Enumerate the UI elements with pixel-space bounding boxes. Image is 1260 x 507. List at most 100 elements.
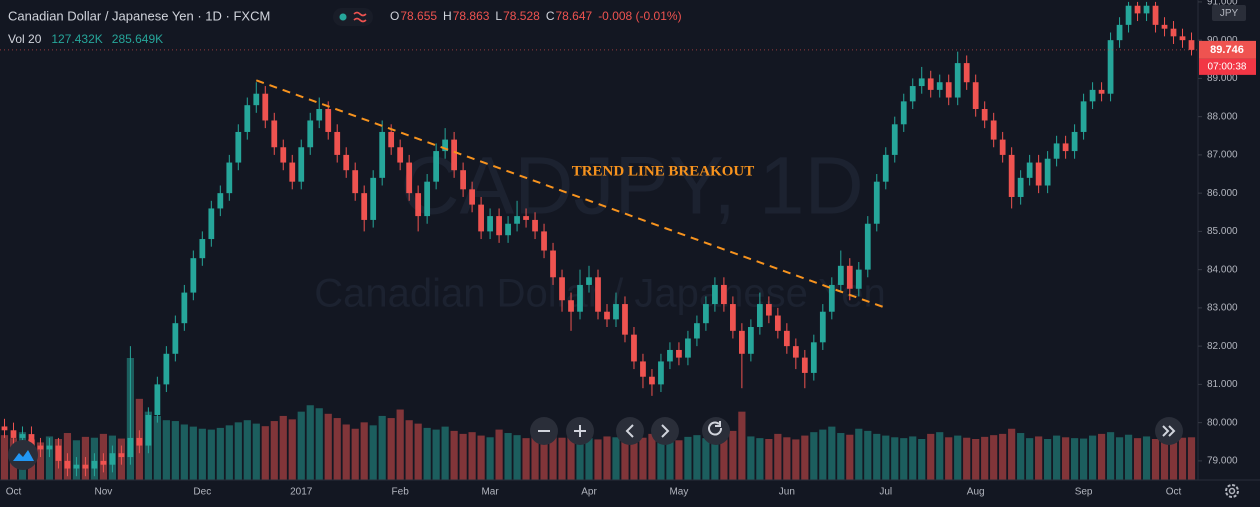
- candle-body: [181, 292, 188, 324]
- candle-body: [909, 86, 916, 102]
- volume-bar: [1151, 438, 1160, 480]
- volume-bar: [1017, 433, 1025, 480]
- candle-body: [469, 189, 475, 205]
- volume-bar: [891, 437, 899, 480]
- status-badge[interactable]: [333, 8, 373, 26]
- candle-body: [963, 63, 970, 83]
- y-tick-label: 91.000: [1207, 0, 1238, 8]
- candle-body: [46, 445, 53, 450]
- candle-body: [810, 342, 817, 373]
- candle-body: [1170, 28, 1177, 37]
- volume-bar: [162, 420, 170, 480]
- volume-bar: [468, 432, 476, 480]
- candle-body: [855, 269, 862, 289]
- candle-body: [658, 361, 664, 385]
- candle-body: [28, 434, 35, 446]
- volume-bar: [1142, 436, 1151, 480]
- reset-button[interactable]: [702, 417, 730, 445]
- currency-badge[interactable]: [1212, 5, 1246, 21]
- volume-bar: [216, 427, 224, 480]
- volume-bar: [1088, 435, 1097, 480]
- candle-body: [676, 349, 682, 358]
- logo[interactable]: [8, 440, 38, 470]
- volume-bar: [810, 432, 818, 480]
- candle-body: [127, 437, 134, 458]
- volume-bar: [909, 436, 917, 480]
- volume-bar: [774, 433, 782, 480]
- candle-body: [577, 284, 583, 312]
- scroll-left-button[interactable]: [616, 417, 644, 445]
- zoom-in-button[interactable]: [566, 417, 594, 445]
- candle-body: [1080, 101, 1087, 132]
- candle-body: [208, 208, 215, 240]
- volume-bar: [423, 427, 431, 480]
- volume-bar: [567, 433, 575, 480]
- scroll-right-button[interactable]: [651, 417, 679, 445]
- candle-body: [514, 216, 520, 224]
- volume-bar: [171, 421, 179, 480]
- scroll-to-end-button[interactable]: [1155, 417, 1183, 445]
- volume-bar: [756, 438, 764, 480]
- volume-bar: [621, 438, 629, 480]
- volume-bar: [396, 409, 404, 480]
- volume-bar: [432, 429, 440, 480]
- candle-body: [1161, 24, 1168, 29]
- volume-bar: [243, 420, 251, 480]
- candle-body: [747, 327, 754, 354]
- volume-bar: [711, 439, 719, 480]
- time-axis: [0, 480, 1260, 507]
- volume-bar: [324, 413, 332, 480]
- zoom-out-button[interactable]: [530, 417, 558, 445]
- volume-bar: [378, 415, 386, 480]
- candle-body: [505, 223, 511, 236]
- candle-body: [1062, 143, 1069, 152]
- candle-body: [1053, 143, 1060, 159]
- volume-bar: [270, 421, 278, 480]
- volume-bar: [747, 436, 755, 480]
- volume-bar: [540, 438, 548, 480]
- volume-bar: [1124, 434, 1133, 480]
- market-open-dot: [339, 13, 347, 21]
- candle-body: [262, 93, 269, 121]
- volume-bar: [531, 436, 539, 480]
- candle-body: [532, 219, 538, 232]
- candle-body: [586, 277, 592, 285]
- candle-body: [774, 315, 781, 331]
- volume-bar: [963, 437, 971, 480]
- volume-bar: [1169, 435, 1178, 480]
- candle-body: [873, 181, 880, 224]
- candle-body: [936, 82, 943, 90]
- y-tick-label: 87.000: [1207, 150, 1238, 161]
- candle-body: [19, 434, 26, 438]
- candle-body: [10, 430, 17, 438]
- volume-bar: [549, 435, 557, 480]
- candle-body: [37, 445, 44, 450]
- x-tick-label: Oct: [1166, 487, 1182, 498]
- candle-body: [1098, 89, 1105, 94]
- volume-bar: [234, 422, 242, 480]
- y-tick-label: 81.000: [1207, 379, 1238, 390]
- volume-bar: [1026, 438, 1034, 480]
- candle-body: [154, 384, 161, 415]
- candle-body: [1116, 24, 1123, 41]
- volume-bar: [288, 419, 296, 480]
- volume-bar: [1008, 428, 1016, 480]
- candle-body: [541, 231, 547, 251]
- candle-body: [819, 311, 826, 343]
- volume-bar: [180, 424, 188, 480]
- candle-body: [460, 170, 466, 190]
- volume-bar: [882, 435, 890, 480]
- candle-body: [712, 284, 718, 305]
- volume-bar: [279, 415, 287, 480]
- candle-body: [55, 445, 62, 461]
- y-tick-label: 89.000: [1207, 73, 1238, 84]
- y-tick-label: 83.000: [1207, 303, 1238, 314]
- settings-button[interactable]: [1225, 484, 1239, 498]
- candle-body: [91, 460, 98, 469]
- candle-body: [801, 357, 808, 373]
- watermark: CADJPY, 1D Canadian Dollar / Japanese Ye…: [314, 141, 886, 316]
- x-tick-label: 2017: [290, 487, 313, 498]
- volume-bar: [45, 436, 54, 480]
- volume-bar: [981, 436, 989, 480]
